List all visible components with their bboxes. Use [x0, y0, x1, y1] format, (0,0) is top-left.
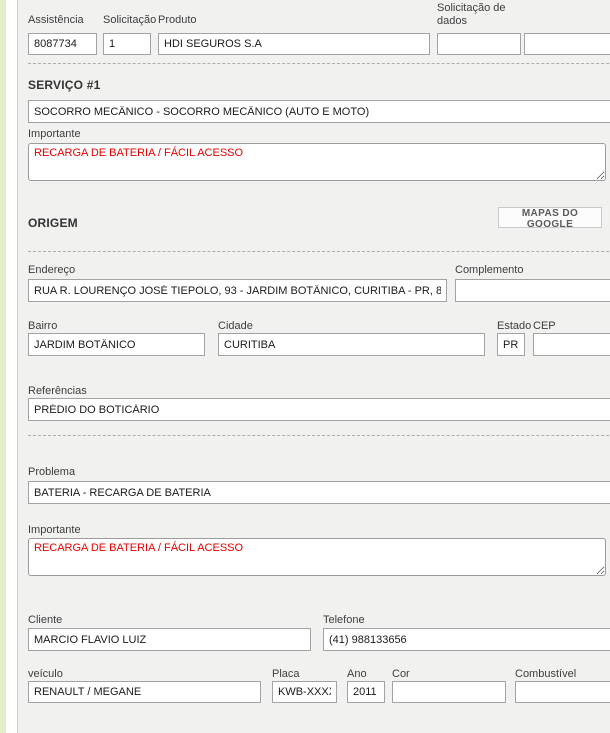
placa-label: Placa [272, 668, 300, 680]
cliente-input[interactable] [28, 628, 311, 651]
left-gutter [6, 0, 18, 733]
problema-label: Problema [28, 466, 76, 478]
solicitacao-dados-input-1[interactable] [437, 33, 521, 55]
produto-label: Produto [158, 14, 197, 26]
produto-input[interactable] [158, 33, 430, 55]
google-maps-button[interactable]: MAPAS DO GOOGLE [498, 207, 602, 230]
servico-importante-textarea[interactable]: RECARGA DE BATERIA / FÁCIL ACESSO [28, 143, 606, 181]
assistencia-label: Assistência [28, 14, 84, 26]
complemento-label: Complemento [455, 264, 524, 276]
separator-2 [28, 251, 610, 252]
separator-1 [28, 63, 610, 64]
placa-input[interactable] [272, 681, 337, 703]
servico-importante-label: Importante [28, 128, 81, 140]
problema-importante-textarea[interactable]: RECARGA DE BATERIA / FÁCIL ACESSO [28, 538, 606, 576]
cliente-label: Cliente [28, 614, 63, 626]
cep-input[interactable] [533, 333, 610, 356]
problema-importante-label: Importante [28, 524, 81, 536]
cidade-label: Cidade [218, 320, 253, 332]
cor-input[interactable] [392, 681, 506, 703]
servico-input[interactable] [28, 100, 610, 123]
telefone-input[interactable] [323, 628, 610, 651]
referencias-label: Referências [28, 385, 87, 397]
cidade-input[interactable] [218, 333, 485, 356]
telefone-label: Telefone [323, 614, 365, 626]
solicitacao-label: Solicitação [103, 14, 157, 26]
referencias-input[interactable] [28, 398, 610, 421]
solicitacao-input[interactable] [103, 33, 151, 55]
complemento-input[interactable] [455, 279, 610, 302]
origem-heading: ORIGEM [28, 216, 78, 230]
estado-label: Estado [497, 320, 532, 332]
combustivel-input[interactable] [515, 681, 610, 703]
solicitacao-dados-input-2[interactable] [524, 33, 610, 55]
estado-input[interactable] [497, 333, 525, 356]
left-accent-strip [0, 0, 6, 733]
bairro-input[interactable] [28, 333, 205, 356]
servico-heading: SERVIÇO #1 [28, 78, 101, 92]
solicitacao-dados-label: Solicitação de dados [437, 2, 506, 27]
combustivel-label: Combustível [515, 668, 577, 680]
endereco-input[interactable] [28, 279, 447, 302]
veiculo-input[interactable] [28, 681, 261, 703]
bairro-label: Bairro [28, 320, 58, 332]
veiculo-label: veículo [28, 668, 63, 680]
cor-label: Cor [392, 668, 410, 680]
problema-input[interactable] [28, 481, 610, 504]
endereco-label: Endereço [28, 264, 76, 276]
assistencia-input[interactable] [28, 33, 97, 55]
ano-input[interactable] [347, 681, 385, 703]
cep-label: CEP [533, 320, 556, 332]
ano-label: Ano [347, 668, 367, 680]
separator-3 [28, 435, 610, 436]
